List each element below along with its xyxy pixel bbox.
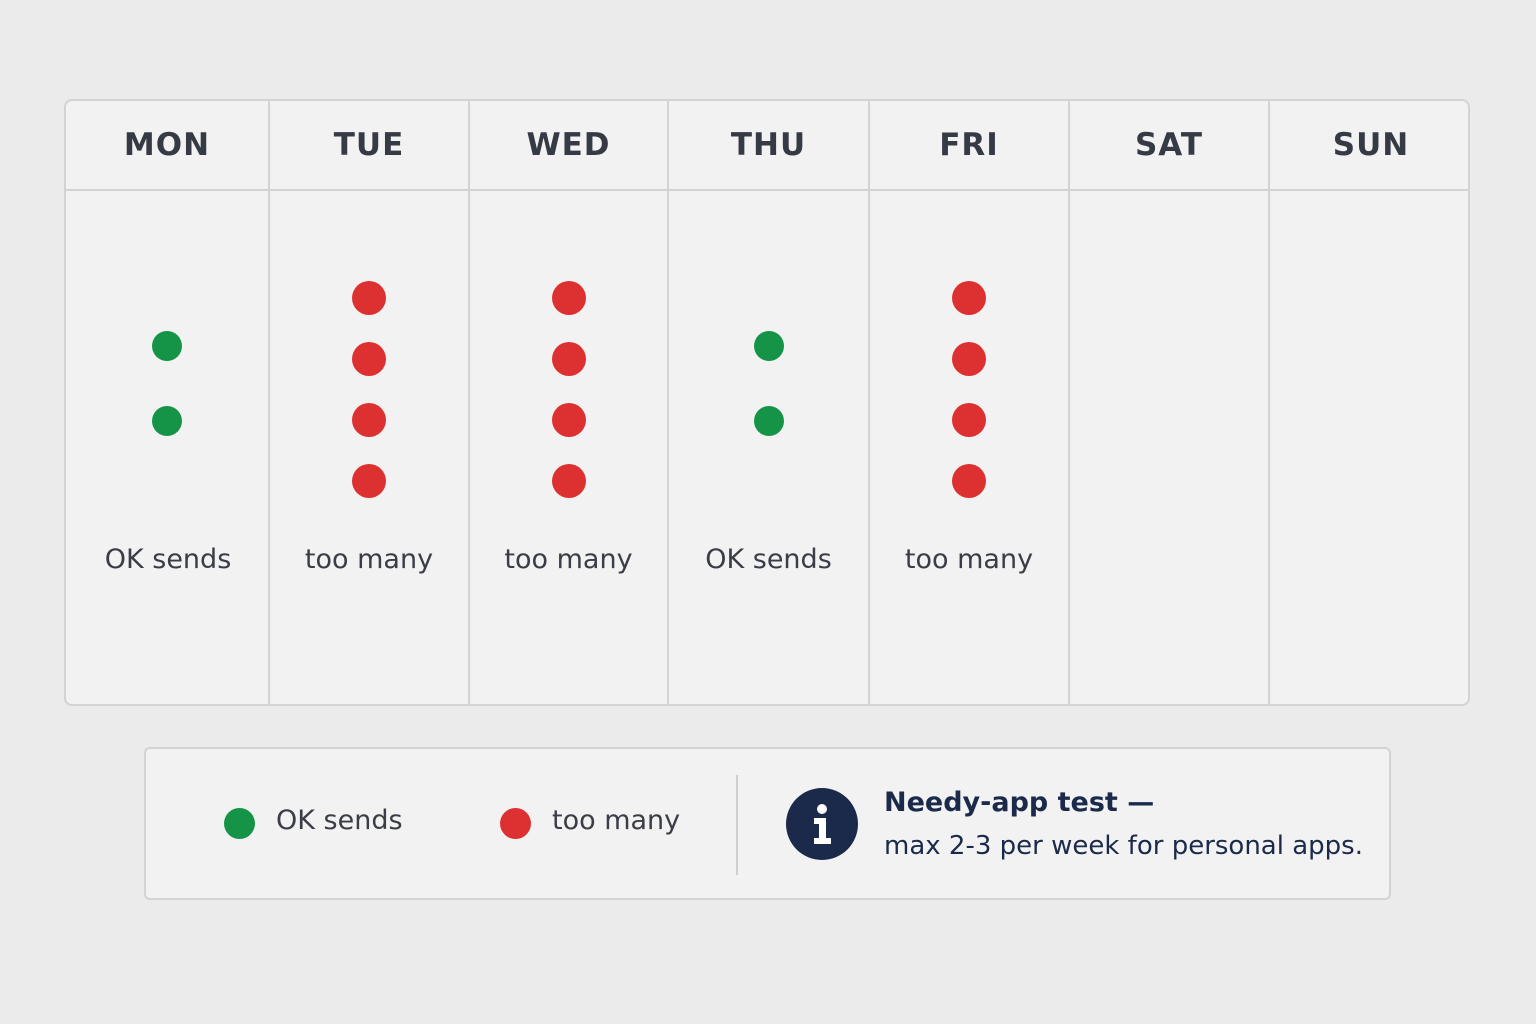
legend-divider (736, 775, 738, 875)
info-icon (786, 788, 858, 860)
ok-send-dot (753, 406, 784, 436)
legend-ok-label: OK sends (276, 805, 403, 836)
too-many-send-dot (952, 342, 986, 376)
day-column-tue: TUE too many (270, 101, 470, 704)
too-many-send-dot (551, 403, 586, 437)
legend-too-many-dot (500, 808, 531, 839)
too-many-send-dot (352, 281, 386, 315)
day-status-label: OK sends (104, 544, 232, 575)
day-column-mon: MON OK sends (66, 101, 270, 704)
day-column-sun: SUN (1270, 101, 1468, 704)
day-header: WED (470, 101, 667, 191)
day-column-thu: THU OK sends (669, 101, 870, 704)
too-many-send-dot (352, 342, 386, 376)
day-header: MON (66, 101, 268, 191)
ok-send-dot (753, 331, 784, 361)
legend-ok-dot (224, 808, 255, 839)
too-many-send-dot (352, 403, 386, 437)
day-header: SUN (1270, 101, 1468, 191)
day-header: FRI (870, 101, 1068, 191)
day-column-fri: FRI too many (870, 101, 1070, 704)
week-calendar: MON OK sends TUE too many WED too many T… (64, 99, 1470, 706)
day-header: SAT (1070, 101, 1268, 191)
too-many-send-dot (952, 281, 986, 315)
ok-send-dot (152, 406, 182, 436)
day-status-label: too many (304, 544, 434, 575)
day-status-label: OK sends (705, 544, 832, 575)
ok-send-dot (152, 331, 182, 361)
legend-too-many-label: too many (552, 805, 681, 836)
too-many-send-dot (952, 464, 986, 498)
legend-panel: OK sends too many Needy-app test — max 2… (144, 747, 1391, 900)
day-header: TUE (270, 101, 468, 191)
day-status-label: too many (904, 544, 1034, 575)
too-many-send-dot (952, 403, 986, 437)
day-column-wed: WED too many (470, 101, 669, 704)
day-header: THU (669, 101, 868, 191)
day-column-sat: SAT (1070, 101, 1270, 704)
too-many-send-dot (551, 342, 586, 376)
note-body: max 2-3 per week for personal apps. (884, 831, 1363, 861)
too-many-send-dot (551, 464, 586, 498)
too-many-send-dot (352, 464, 386, 498)
too-many-send-dot (551, 281, 586, 315)
note-title: Needy-app test — (884, 787, 1155, 818)
day-status-label: too many (504, 544, 633, 575)
